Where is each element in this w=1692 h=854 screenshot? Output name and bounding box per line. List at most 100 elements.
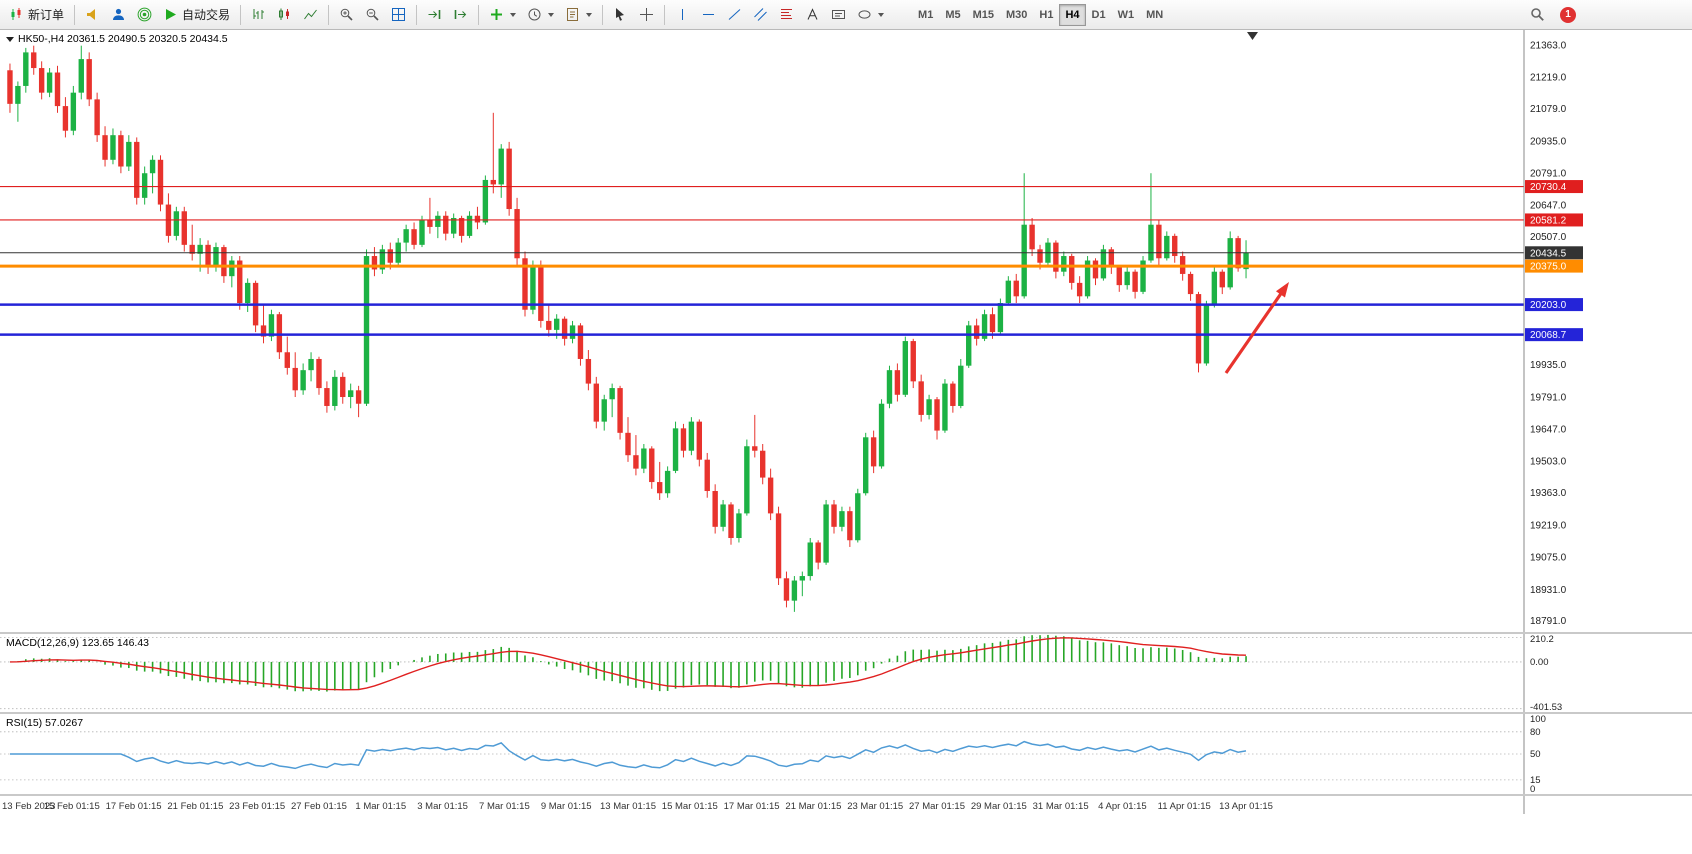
tile-windows-button[interactable] xyxy=(386,3,411,27)
candle-body xyxy=(340,376,346,398)
price-tick-label: 20935.0 xyxy=(1530,136,1567,147)
price-level-label: 20434.5 xyxy=(1530,248,1567,259)
channel-icon xyxy=(754,8,767,21)
separator xyxy=(328,4,330,25)
time-label: 4 Apr 01:15 xyxy=(1098,801,1147,812)
timeframe-h4[interactable]: H4 xyxy=(1059,3,1086,26)
candle-body xyxy=(490,179,496,185)
candle-body xyxy=(601,399,607,422)
candle-body xyxy=(244,282,251,304)
candle-body xyxy=(229,260,235,277)
rsi-tick-label: 15 xyxy=(1530,775,1541,786)
candle-body xyxy=(118,135,124,167)
profile-button[interactable] xyxy=(106,3,131,27)
candle-body xyxy=(403,229,409,243)
candle-body xyxy=(1076,282,1083,297)
candle-body xyxy=(847,511,853,541)
timeframe-h1[interactable]: H1 xyxy=(1033,4,1059,26)
candle-body xyxy=(720,504,726,527)
candlestick-chart[interactable]: 21363.0 21219.0 21079.0 20935.0 20791.0 20647… xyxy=(0,30,1692,632)
crosshair-button[interactable] xyxy=(634,3,659,27)
candle-body xyxy=(347,390,354,398)
candle-body xyxy=(546,320,552,330)
auto-trading-button[interactable]: 自动交易 xyxy=(158,3,235,27)
candle-body xyxy=(704,459,710,492)
channel-button[interactable] xyxy=(748,3,773,27)
vertical-line-button[interactable] xyxy=(670,3,695,27)
candle-body xyxy=(411,229,417,245)
time-axis[interactable]: 13 Feb 2023 15 Feb 01:15 17 Feb 01:15 21 Fe… xyxy=(0,794,1692,854)
chart-shift-marker[interactable] xyxy=(1247,32,1258,40)
fibonacci-icon xyxy=(781,9,793,19)
line-chart-button[interactable] xyxy=(298,3,323,27)
timeframe-m5[interactable]: M5 xyxy=(939,4,966,26)
candle-body xyxy=(379,249,386,270)
periods-button[interactable] xyxy=(522,3,559,27)
notification-badge[interactable]: 1 xyxy=(1560,6,1576,23)
candle-body xyxy=(237,260,243,304)
candle-body xyxy=(197,244,203,254)
timeframe-m15[interactable]: M15 xyxy=(967,4,1000,26)
candle-body xyxy=(870,437,877,467)
bar-chart-button[interactable] xyxy=(246,3,271,27)
candle-body xyxy=(173,211,180,236)
signals-button[interactable] xyxy=(132,3,157,27)
time-label: 15 Feb 01:15 xyxy=(44,801,100,812)
candle-body xyxy=(157,159,164,205)
candle-body xyxy=(443,215,449,234)
shapes-icon xyxy=(858,10,871,19)
template-icon xyxy=(567,8,579,21)
cursor-button[interactable] xyxy=(608,3,633,27)
horizontal-line-button[interactable] xyxy=(696,3,721,27)
candle-body xyxy=(1211,271,1218,306)
candle-body xyxy=(775,513,782,579)
time-label: 9 Mar 01:15 xyxy=(541,801,592,812)
toolbar: 新订单 自动交易 M1 M5 M15 M30 H1 H4 D1 W1 MN xyxy=(0,0,1692,30)
candle-body xyxy=(807,542,813,577)
shapes-button[interactable] xyxy=(852,3,889,27)
alerts-button[interactable] xyxy=(80,3,105,27)
price-tick-label: 19363.0 xyxy=(1530,488,1567,499)
candle-body xyxy=(839,511,845,527)
rsi-panel[interactable]: RSI(15) 57.0267 100 80 50 15 0 xyxy=(0,712,1692,794)
macd-panel[interactable]: MACD(12,26,9) 123.65 146.43 210.2 0.00 -40… xyxy=(0,632,1692,712)
candlestick-chart-button[interactable] xyxy=(272,3,297,27)
macd-tick-label: 0.00 xyxy=(1530,657,1549,668)
price-tick-label: 18791.0 xyxy=(1530,616,1567,627)
zoom-in-button[interactable] xyxy=(334,3,359,27)
candle-body xyxy=(1227,238,1233,288)
candle-body xyxy=(664,470,671,494)
templates-button[interactable] xyxy=(560,3,597,27)
timeframe-mn[interactable]: MN xyxy=(1140,4,1169,26)
price-tick-label: 20507.0 xyxy=(1530,232,1567,243)
rsi-chart[interactable]: 100 80 50 150 xyxy=(0,714,1692,794)
candle-body xyxy=(522,258,528,310)
timeframe-m30[interactable]: M30 xyxy=(1000,4,1033,26)
candle-body xyxy=(894,370,901,395)
candle-body xyxy=(450,217,457,234)
main-chart-canvas[interactable]: HK50-,H4 20361.5 20490.5 20320.5 20434.5… xyxy=(0,30,1692,632)
trendline-button[interactable] xyxy=(722,3,747,27)
zoom-out-button[interactable] xyxy=(360,3,385,27)
candle-body xyxy=(569,325,576,339)
candle-body xyxy=(213,247,219,268)
timeframe-d1[interactable]: D1 xyxy=(1086,4,1112,26)
timeframe-m1[interactable]: M1 xyxy=(912,4,939,26)
auto-scroll-button[interactable] xyxy=(422,3,447,27)
price-tick-label: 19219.0 xyxy=(1530,520,1567,531)
candle-body xyxy=(783,578,790,601)
candle-body xyxy=(918,381,924,415)
arrow-annotation[interactable] xyxy=(1224,288,1286,374)
timeframe-w1[interactable]: W1 xyxy=(1112,4,1141,26)
new-order-button[interactable]: 新订单 xyxy=(4,3,69,27)
text-button[interactable] xyxy=(800,3,825,27)
fibonacci-button[interactable] xyxy=(774,3,799,27)
candle-body xyxy=(633,455,639,469)
macd-chart[interactable]: 210.2 0.00 -401.53 xyxy=(0,634,1692,712)
rsi-label: RSI(15) 57.0267 xyxy=(6,717,84,729)
chart-shift-button[interactable] xyxy=(448,3,473,27)
zoom-in-icon xyxy=(340,8,353,21)
text-label-button[interactable] xyxy=(826,3,851,27)
search-button[interactable] xyxy=(1525,3,1550,27)
indicators-button[interactable] xyxy=(484,3,521,27)
